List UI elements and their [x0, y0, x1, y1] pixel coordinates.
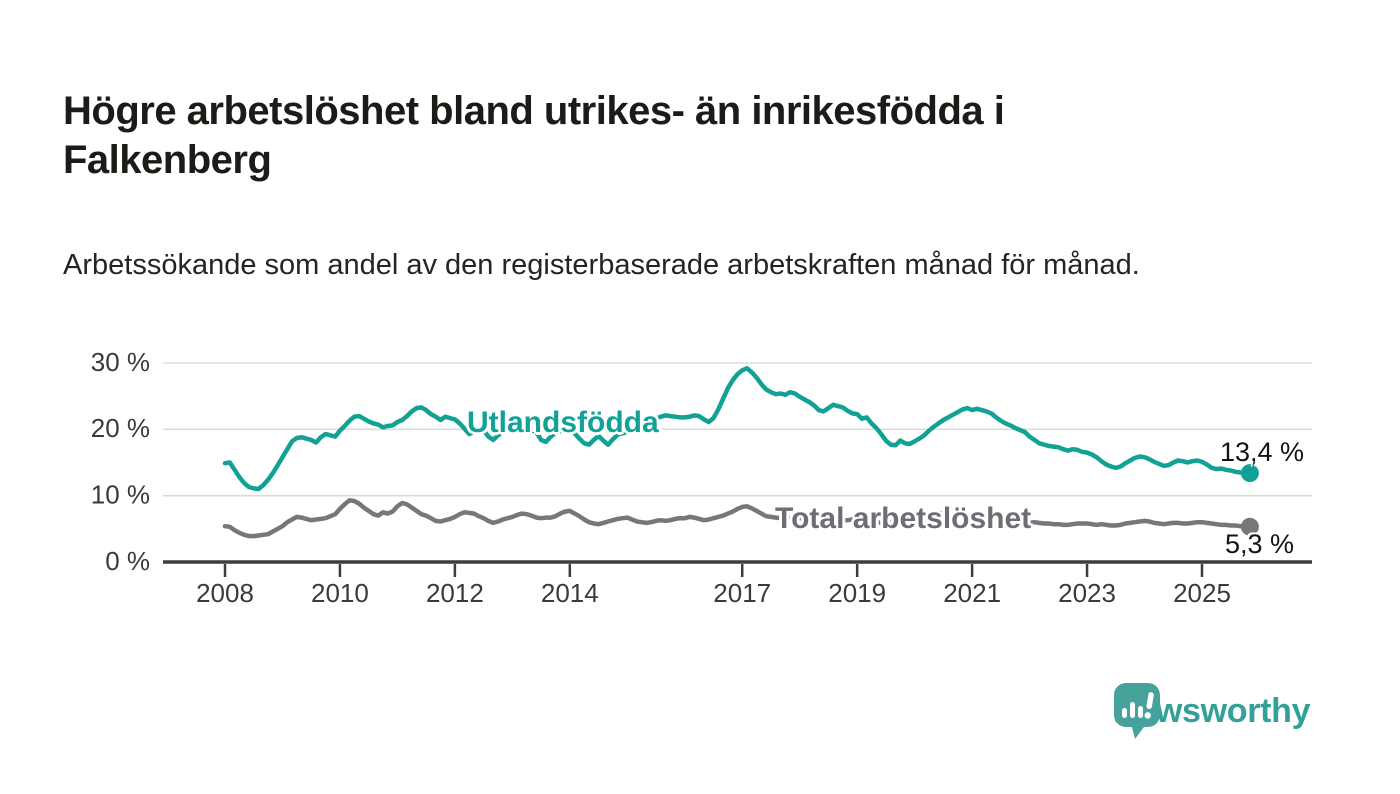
y-tick-label: 20 % [91, 413, 150, 443]
total-end-dot [1240, 517, 1259, 536]
y-tick-label: 0 % [105, 546, 150, 576]
newsworthy-logo: Newsworthy [1113, 682, 1311, 740]
x-tick-label: 2023 [1058, 578, 1116, 608]
x-tick-label: 2025 [1173, 578, 1231, 608]
series-label-total-arbetsloshet: Total arbetslöshet [775, 502, 1032, 535]
y-tick-label: 10 % [91, 480, 150, 510]
end-value-label-total: 5,3 % [1225, 529, 1295, 559]
x-tick-label: 2021 [943, 578, 1001, 608]
y-tick-label: 30 % [91, 347, 150, 377]
x-tick-label: 2017 [713, 578, 771, 608]
x-tick-label: 2014 [541, 578, 599, 608]
x-tick-label: 2010 [311, 578, 369, 608]
newsworthy-bubble-chart-icon [1114, 683, 1160, 739]
chart-title: Högre arbetslöshet bland utrikes- än inr… [63, 88, 1005, 182]
chart-subtitle: Arbetssökande som andel av den registerb… [63, 249, 1140, 281]
utlandsfodda-end-dot [1240, 464, 1259, 483]
x-tick-label: 2012 [426, 578, 484, 608]
x-tick-label: 2019 [828, 578, 886, 608]
total-arbetsloshet-line [222, 498, 1253, 539]
utlandsfodda-line [222, 366, 1253, 492]
series-label-utlandsfodda: Utlandsfödda [467, 406, 659, 439]
end-value-label-utlandsfodda: 13,4 % [1220, 437, 1305, 467]
x-tick-label: 2008 [196, 578, 254, 608]
